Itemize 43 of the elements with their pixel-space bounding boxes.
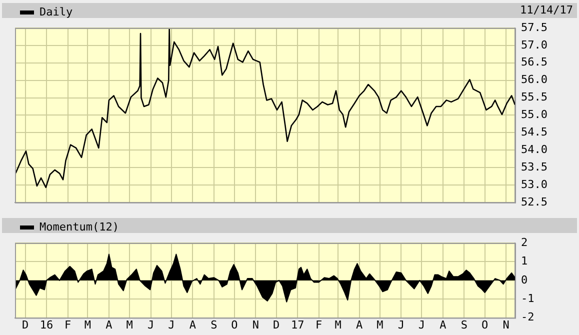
y-tick-label: 54.5 bbox=[521, 126, 548, 138]
text: 11/14/17 bbox=[520, 3, 573, 16]
x-tick-label: S bbox=[460, 318, 468, 332]
legend-label: Momentum(12) bbox=[40, 220, 119, 234]
x-tick-label: A bbox=[356, 318, 363, 332]
x-tick-label: 16 bbox=[40, 318, 54, 332]
x-tick-label: F bbox=[64, 318, 72, 332]
x-tick-label: O bbox=[482, 318, 488, 332]
x-tick-label: J bbox=[168, 318, 175, 332]
x-tick-label: M bbox=[84, 318, 92, 332]
x-tick-label: M bbox=[334, 318, 342, 332]
x-tick-label: 17 bbox=[290, 318, 304, 332]
x-tick-label: O bbox=[231, 318, 238, 332]
legend-label: Daily bbox=[40, 5, 73, 18]
y-tick-label: 57.5 bbox=[521, 20, 548, 34]
y-tick-label: -1 bbox=[521, 292, 534, 305]
y-tick-label: 1 bbox=[521, 254, 528, 268]
x-tick-label: J bbox=[398, 318, 404, 332]
y-tick-label: 0 bbox=[521, 273, 528, 286]
x-tick-label: M bbox=[376, 318, 384, 332]
y-tick-label: 2 bbox=[521, 236, 528, 249]
x-tick-label: J bbox=[147, 318, 154, 332]
y-tick-label: -2 bbox=[521, 310, 534, 324]
y-tick-label: 55.5 bbox=[521, 90, 548, 104]
x-tick-label: F bbox=[316, 318, 322, 332]
x-tick-label: D bbox=[22, 318, 29, 332]
x-tick-label: N bbox=[252, 318, 260, 332]
x-tick-label: S bbox=[210, 318, 218, 332]
x-tick-label: A bbox=[106, 318, 113, 332]
y-tick-label: 56.5 bbox=[521, 56, 548, 69]
y-tick-label: 53.0 bbox=[521, 178, 548, 191]
y-tick-label: 52.5 bbox=[521, 195, 548, 208]
y-tick-label: 55.0 bbox=[521, 108, 548, 122]
y-tick-label: 56.0 bbox=[521, 73, 548, 86]
x-tick-label: D bbox=[273, 318, 280, 332]
y-tick-label: 57.0 bbox=[521, 38, 548, 52]
x-tick-label: A bbox=[189, 318, 196, 332]
x-tick-label: J bbox=[418, 318, 426, 332]
y-tick-label: 53.5 bbox=[521, 160, 548, 174]
x-tick-label: M bbox=[126, 318, 134, 332]
x-tick-label: A bbox=[440, 318, 447, 332]
x-tick-label: N bbox=[502, 318, 510, 332]
y-tick-label: 54.0 bbox=[521, 142, 548, 156]
